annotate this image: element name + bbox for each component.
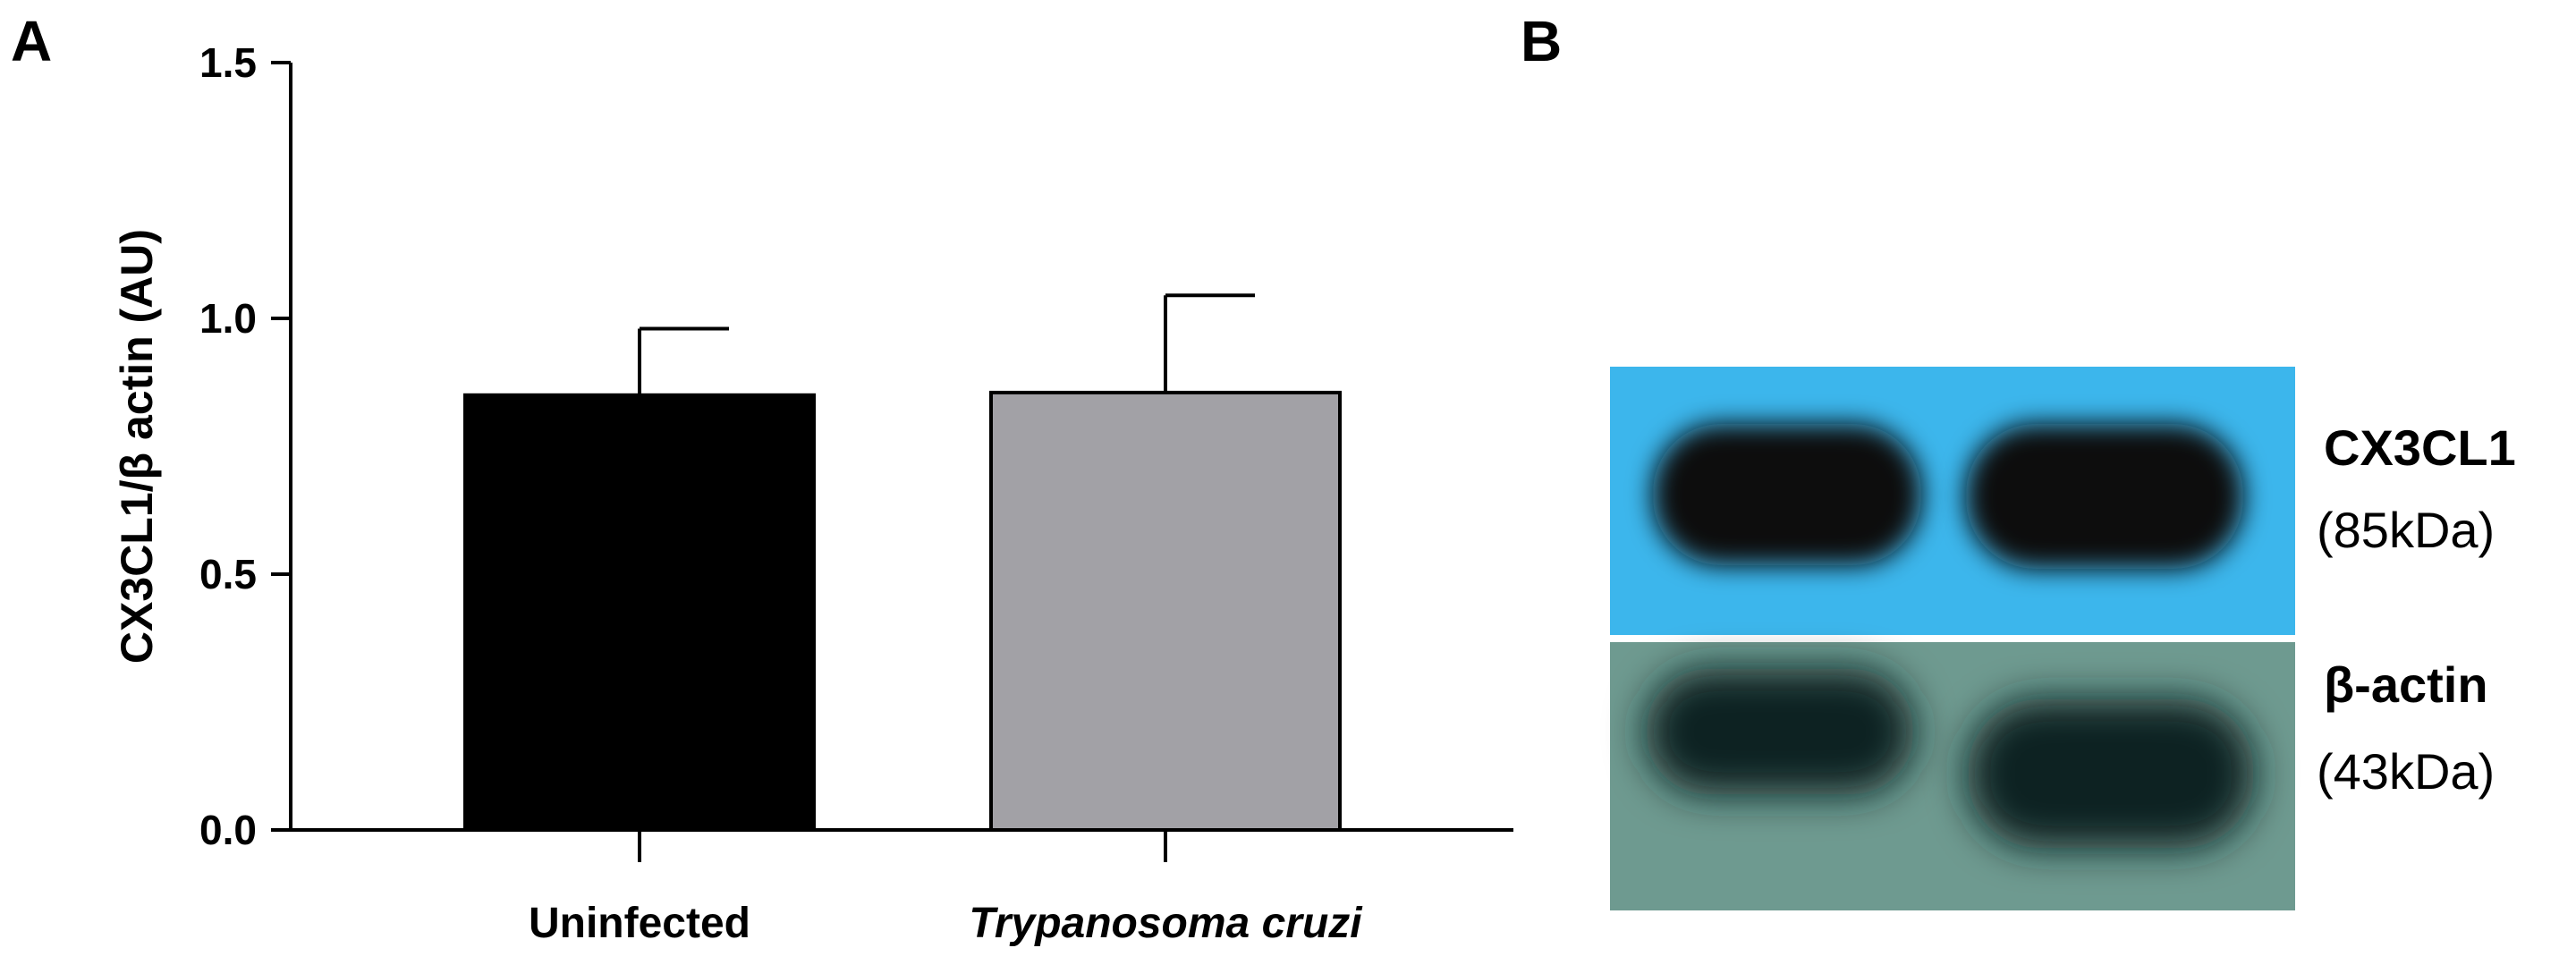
error-bars-layer: [638, 293, 1255, 395]
x-category-label: Uninfected: [529, 900, 750, 947]
western-blot: CX3CL1 (85kDa) β-actin (43kDa): [1610, 367, 2516, 910]
band-cx3cl1-t-cruzi: [1966, 424, 2243, 569]
band-name-cx3cl1: CX3CL1: [2324, 419, 2516, 476]
y-tick-label: 0.0: [199, 807, 257, 853]
bar-uninfected: [463, 393, 816, 832]
panel-a-letter: A: [11, 9, 52, 73]
panel-b-letter: B: [1521, 9, 1562, 73]
blot-bands-beta-actin: [1646, 669, 2254, 848]
band-size-beta-actin: (43kDa): [2317, 743, 2495, 800]
band-beta-actin-t-cruzi: [1968, 699, 2254, 848]
bar-chart: 0.0 0.5 1.0 1.5 Uninfected Trypanosoma cruzi…: [112, 39, 1513, 947]
band-cx3cl1-uninfected: [1653, 424, 1921, 565]
bar-trypanosoma-cruzi: [989, 390, 1342, 832]
y-ticks-layer: 0.0 0.5 1.0 1.5: [199, 39, 291, 853]
y-tick-label: 1.5: [199, 39, 257, 86]
y-tick-label: 1.0: [199, 295, 257, 342]
x-category-label: Trypanosoma cruzi: [969, 900, 1363, 947]
blot-bands-cx3cl1: [1653, 424, 2243, 569]
bars-layer: [463, 390, 1342, 832]
band-name-beta-actin: β-actin: [2324, 656, 2488, 713]
band-size-cx3cl1: (85kDa): [2317, 502, 2495, 558]
band-beta-actin-uninfected: [1646, 669, 1914, 794]
x-ticks-layer: Uninfected Trypanosoma cruzi: [529, 830, 1363, 947]
y-tick-label: 0.5: [199, 551, 257, 597]
y-axis-label: CX3CL1/β actin (AU): [112, 229, 162, 664]
